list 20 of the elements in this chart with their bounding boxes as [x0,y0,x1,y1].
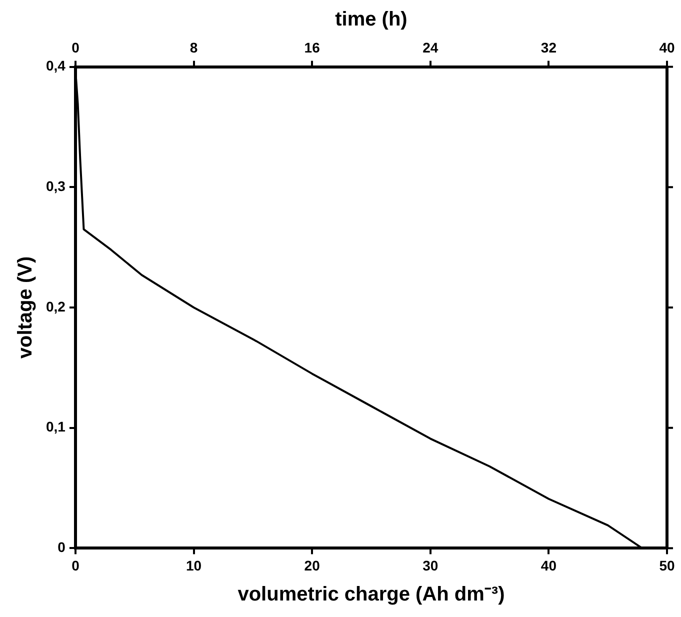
x2-tick-label: 0 [72,39,80,56]
x-tick-label: 10 [186,557,202,574]
y-tick-label: 0,2 [46,298,66,314]
x2-tick-label: 32 [540,39,557,56]
y-tick-label: 0,3 [46,178,66,194]
y-tick-label: 0 [58,539,66,556]
x2-tick-label: 16 [304,39,320,56]
x-tick-label: 50 [659,557,675,574]
x-tick-label: 0 [72,557,80,574]
x-tick-label: 30 [422,557,438,574]
x2-tick-label: 8 [190,39,198,56]
x-tick-label: 20 [304,557,320,574]
x2-axis-title: time (h) [335,8,408,31]
y-tick-label: 0,1 [46,418,66,435]
x-axis-title: volumetric charge (Ah dm⁻³) [238,584,505,606]
x2-tick-label: 40 [659,39,675,56]
x-tick-label: 40 [540,557,557,574]
y-tick-label: 0,4 [46,58,66,74]
x2-tick-label: 24 [422,39,438,56]
y-axis-title: voltage (V) [14,256,37,359]
